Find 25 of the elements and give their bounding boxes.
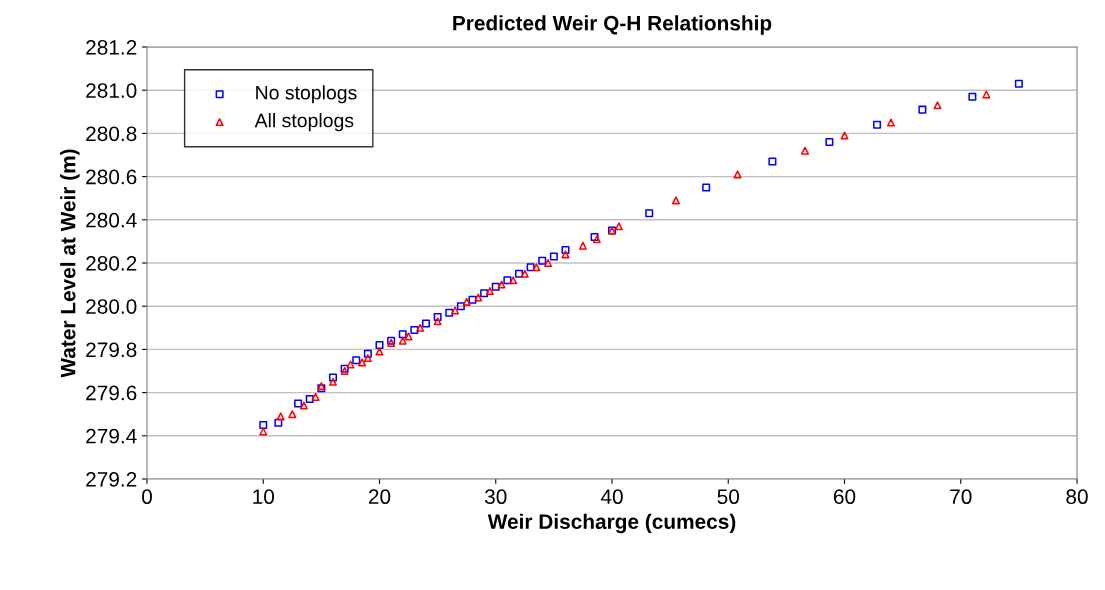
x-tick-label: 60 (833, 489, 856, 505)
x-tick-label: 30 (484, 489, 507, 505)
legend-label: All stoplogs (254, 113, 354, 132)
y-tick-label: 279.2 (86, 472, 137, 487)
y-tick-label: 279.8 (86, 342, 137, 358)
y-tick-label: 280.0 (86, 299, 137, 314)
y-axis-title: Water Level at Weir (m) (60, 149, 80, 378)
y-tick-label: 279.6 (86, 385, 137, 401)
x-tick-label: 20 (368, 489, 391, 505)
x-tick-label: 80 (1066, 489, 1088, 505)
y-tick-label: 279.4 (86, 428, 137, 444)
y-tick-label: 280.8 (86, 126, 137, 142)
y-tick-label: 281.0 (86, 83, 137, 98)
x-axis-title: Weir Discharge (cumecs) (487, 513, 736, 534)
chart-title: Predicted Weir Q-H Relationship (453, 15, 772, 35)
y-tick-label: 280.4 (86, 212, 137, 228)
legend-label: No stoplogs (256, 85, 357, 104)
x-tick-label: 10 (253, 489, 275, 505)
y-tick-label: 281.2 (86, 40, 137, 55)
x-tick-label: 70 (950, 489, 972, 505)
y-tick-label: 280.6 (86, 169, 137, 185)
x-tick-label: 50 (717, 489, 740, 505)
x-tick-label: 0 (142, 489, 152, 505)
x-tick-label: 40 (600, 489, 623, 505)
y-tick-label: 280.2 (86, 256, 137, 271)
